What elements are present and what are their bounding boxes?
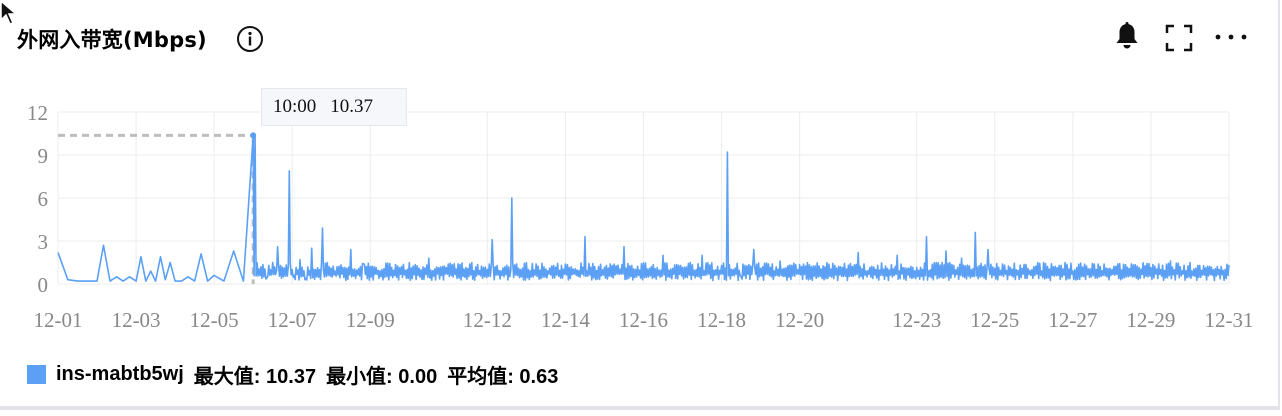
x-tick-label: 12-20 [775, 308, 824, 332]
legend-series-name: ins-mabtb5wj [56, 362, 184, 385]
x-tick-label: 12-18 [697, 308, 746, 332]
x-tick-label: 12-09 [346, 308, 395, 332]
y-tick-label: 6 [38, 187, 49, 211]
highlighted-point [250, 132, 257, 139]
x-tick-label: 12-05 [190, 308, 239, 332]
tooltip-time: 10:00 [273, 96, 317, 117]
more-icon[interactable] [1213, 30, 1249, 44]
chart-tooltip: 10:00 10.37 [261, 88, 407, 126]
x-tick-label: 12-01 [34, 308, 83, 332]
x-tick-label: 12-14 [541, 308, 590, 332]
x-tick-label: 12-29 [1126, 308, 1175, 332]
y-tick-label: 12 [27, 101, 48, 125]
y-tick-label: 3 [38, 230, 49, 254]
mouse-cursor-icon [0, 0, 19, 25]
series-line-ins-mabtb5wj [57, 134, 1230, 282]
legend-avg: 平均值: 0.63 [447, 365, 559, 388]
legend-min: 最小值: 0.00 [326, 365, 438, 388]
x-tick-label: 12-25 [970, 308, 1019, 332]
x-tick-label: 12-31 [1205, 308, 1254, 332]
chart-legend[interactable]: ins-mabtb5wj 最大值: 10.37 最小值: 0.00 平均值: 0… [27, 360, 568, 388]
tooltip-value: 10.37 [330, 96, 374, 117]
legend-max: 最大值: 10.37 [193, 365, 317, 388]
x-tick-label: 12-03 [112, 308, 161, 332]
line-chart: 0 3 6 9 12 12-01 12-03 12-05 12-07 12-09 12-12 12-1… [27, 101, 1254, 332]
y-tick-label: 0 [38, 273, 49, 297]
x-tick-label: 12-23 [892, 308, 941, 332]
info-icon[interactable] [236, 25, 264, 53]
x-tick-label: 12-27 [1048, 308, 1097, 332]
y-tick-label: 9 [38, 144, 49, 168]
x-tick-label: 12-12 [463, 308, 512, 332]
x-tick-label: 12-16 [619, 308, 668, 332]
fullscreen-icon[interactable] [1165, 24, 1193, 52]
chart-title: 外网入带宽(Mbps) [17, 28, 207, 52]
x-tick-label: 12-07 [268, 308, 317, 332]
legend-swatch [27, 364, 46, 384]
bell-icon[interactable] [1113, 21, 1141, 51]
